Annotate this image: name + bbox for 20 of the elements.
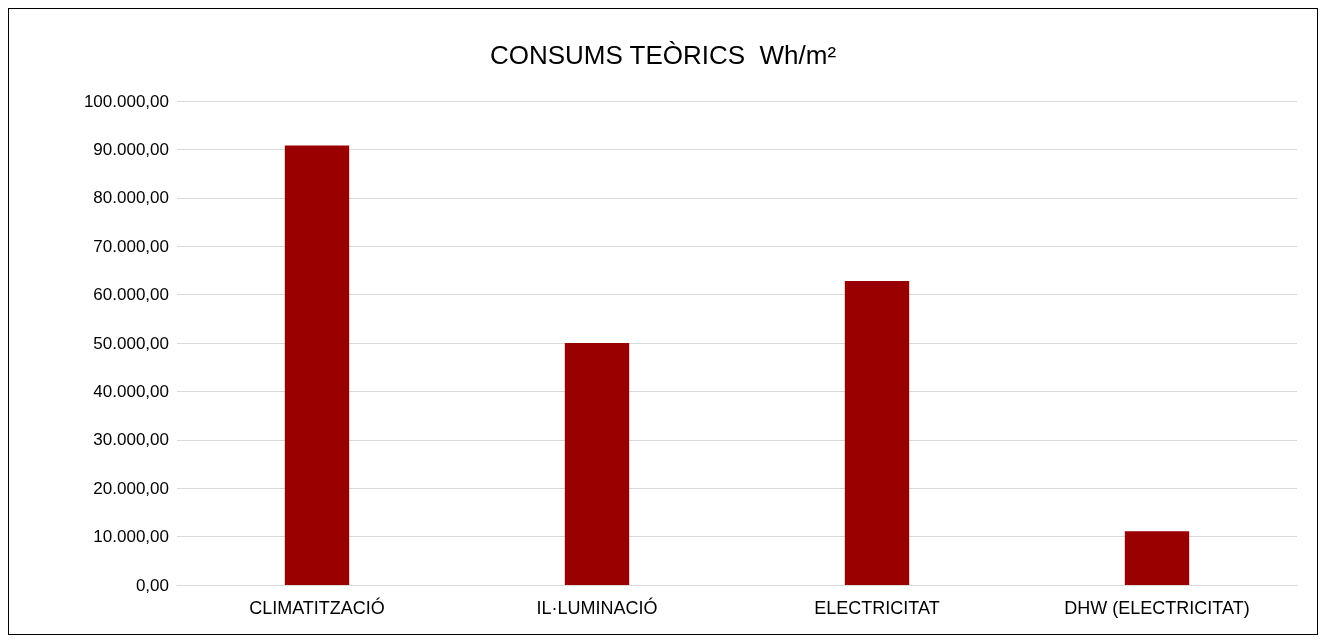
bar	[564, 343, 630, 585]
y-tick-label: 0,00	[135, 575, 169, 595]
bar	[844, 281, 910, 585]
y-tick-label: 60.000,00	[93, 285, 169, 305]
bar	[284, 145, 350, 585]
y-tick-label: 90.000,00	[93, 139, 169, 159]
y-tick-label: 40.000,00	[93, 381, 169, 401]
y-tick-label: 20.000,00	[93, 478, 169, 498]
y-tick-label: 100.000,00	[83, 91, 169, 111]
x-tick-label: IL·LUMINACIÓ	[536, 597, 658, 618]
y-tick-label: 70.000,00	[93, 236, 169, 256]
y-tick-label: 80.000,00	[93, 188, 169, 208]
chart-title: CONSUMS TEÒRICS Wh/m²	[489, 40, 837, 70]
x-tick-label: ELECTRICITAT	[814, 598, 940, 618]
y-tick-label: 10.000,00	[93, 527, 169, 547]
y-tick-label: 50.000,00	[93, 333, 169, 353]
y-tick-label: 30.000,00	[93, 430, 169, 450]
x-tick-label: DHW (ELECTRICITAT)	[1064, 598, 1250, 618]
bar	[1124, 531, 1190, 585]
x-tick-label: CLIMATITZACIÓ	[249, 597, 385, 618]
